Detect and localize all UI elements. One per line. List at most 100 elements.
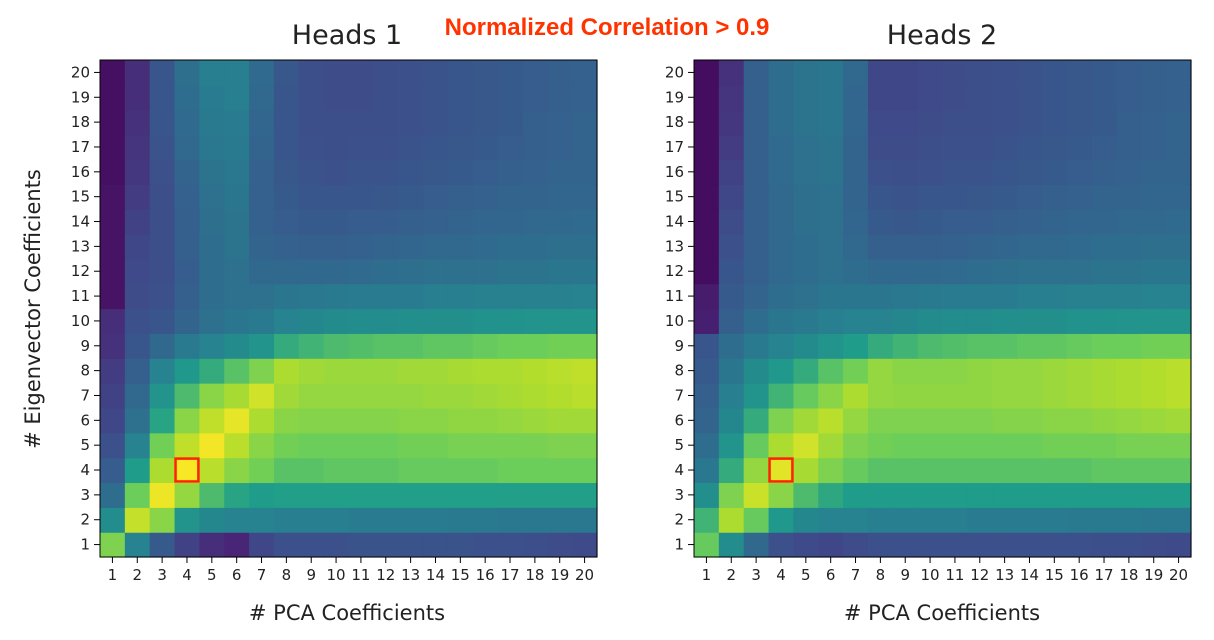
heatmap-cell [917, 482, 944, 508]
heatmap-cell [1066, 258, 1093, 285]
heatmap-cell [174, 283, 200, 310]
heatmap-cell [174, 134, 200, 160]
heatmap-cell [522, 233, 548, 260]
heatmap-cell [1041, 109, 1068, 136]
heatmap-cell [942, 308, 968, 334]
x-tick-label: 6 [232, 566, 242, 584]
heatmap-cell [892, 209, 919, 235]
y-tick-label: 5 [674, 436, 684, 454]
heatmap-cell [423, 258, 449, 285]
heatmap-cell [1166, 109, 1192, 136]
heatmap-cell [917, 60, 944, 86]
heatmap-cell [373, 432, 399, 459]
heatmap-cell [224, 333, 250, 359]
heatmap-cell [124, 358, 151, 384]
x-tick-label: 20 [575, 566, 594, 584]
y-tick-label: 13 [665, 237, 684, 255]
x-tick-label: 3 [157, 566, 167, 584]
heatmap-cell [818, 209, 844, 235]
heatmap-cell [522, 60, 548, 86]
heatmap-cell [572, 233, 598, 260]
heatmap-cell [522, 432, 548, 459]
heatmap-cell [1116, 407, 1142, 434]
heatmap-cell [373, 507, 399, 533]
heatmap-cell [743, 482, 770, 508]
heatmap-cell [942, 482, 968, 508]
heatmap-cell [1141, 407, 1167, 434]
heatmap-cell [992, 457, 1018, 484]
heatmap-cell [1091, 407, 1118, 434]
heatmap-cell [323, 60, 350, 86]
heatmap-cell [694, 383, 720, 409]
heatmap-cell [100, 407, 126, 434]
heatmap-cell [273, 383, 300, 409]
heatmap-cell [124, 283, 151, 310]
heatmap-cell [1091, 109, 1118, 136]
heatmap-cell [224, 60, 250, 86]
heatmap-cell [423, 532, 449, 558]
heatmap-cell [793, 258, 819, 285]
heatmap-cell [818, 383, 844, 409]
heatmap-cell [497, 333, 524, 359]
heatmap-cell [423, 109, 449, 136]
heatmap-cell [124, 308, 151, 334]
heatmap-cell [1041, 532, 1068, 558]
heatmap-cell [423, 333, 449, 359]
heatmap-cell [174, 84, 200, 111]
heatmap-cell [398, 258, 424, 285]
heatmap-cell [348, 532, 374, 558]
heatmap-cell [273, 308, 300, 334]
heatmap-cell [199, 209, 225, 235]
y-tick-label: 4 [674, 461, 684, 479]
heatmap-cell [472, 184, 499, 210]
heatmap-cell [917, 383, 944, 409]
heatmap-cell [1116, 507, 1142, 533]
heatmap-cell [992, 60, 1018, 86]
heatmap-cell [1091, 209, 1118, 235]
heatmap-cell [1041, 358, 1068, 384]
heatmap-cell [768, 383, 794, 409]
heatmap-cell [199, 159, 225, 185]
heatmap-cell [768, 407, 794, 434]
heatmap-cell [1091, 358, 1118, 384]
heatmap-cell [694, 159, 720, 185]
heatmap-cell [1091, 457, 1118, 484]
x-tick-label: 20 [1169, 566, 1188, 584]
heatmap-cell [1041, 258, 1068, 285]
heatmap-cell [843, 184, 869, 210]
heatmap-cell [942, 184, 968, 210]
heatmap-cell [273, 60, 300, 86]
heatmap-cell [323, 457, 350, 484]
heatmap-cell [694, 308, 720, 334]
heatmap-cell [768, 358, 794, 384]
heatmap-cell [398, 308, 424, 334]
y-tick-label: 3 [80, 486, 90, 504]
heatmap-cell [917, 184, 944, 210]
heatmap-cell [743, 109, 770, 136]
heatmap-cell [547, 60, 573, 86]
heatmap-cell [572, 407, 598, 434]
heatmap-cell [447, 233, 474, 260]
heatmap-cell [743, 532, 770, 558]
x-tick-label: 12 [376, 566, 395, 584]
heatmap-cell [323, 283, 350, 310]
heatmap-cell [942, 233, 968, 260]
heatmap-cell [572, 308, 598, 334]
heatmap-cell [892, 134, 919, 160]
heatmap-cell [174, 258, 200, 285]
heatmap-panel-heads-2: Heads 2 # PCA Coefficients 1 2 3 4 5 6 7 8 9 10 11… [665, 20, 1192, 625]
heatmap-cell [348, 358, 374, 384]
heatmap-cell [1116, 84, 1142, 111]
heatmap-cell [768, 60, 794, 86]
heatmap-cell [348, 383, 374, 409]
heatmap-cell [818, 283, 844, 310]
heatmap-cell [942, 383, 968, 409]
heatmap-cell [522, 457, 548, 484]
heatmap-cell [743, 407, 770, 434]
heatmap-cell [743, 60, 770, 86]
x-tick-label: 2 [727, 566, 737, 584]
y-tick-label: 14 [71, 213, 90, 231]
heatmap-cell [1066, 358, 1093, 384]
heatmap-cell [793, 233, 819, 260]
heatmap-cell [174, 532, 200, 558]
